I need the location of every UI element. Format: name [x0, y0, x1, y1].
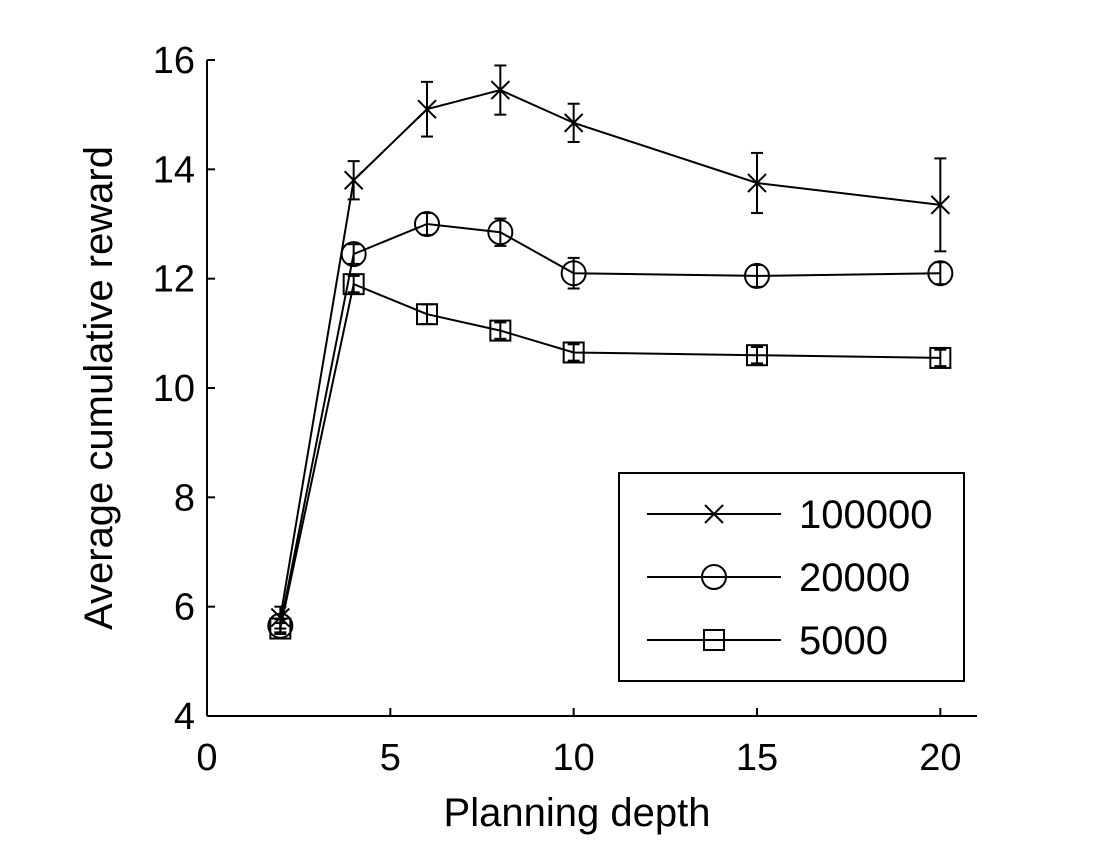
x-tick-label: 20 — [919, 737, 961, 779]
cross-marker-stroke — [563, 113, 584, 133]
error-bar — [274, 622, 287, 635]
square-marker — [929, 346, 952, 369]
y-tick-label: 12 — [153, 259, 195, 301]
square-marker — [746, 344, 768, 367]
y-axis-title: Average cumulative reward — [77, 146, 121, 630]
legend-label: 100000 — [799, 493, 932, 537]
cross-marker-stroke — [490, 80, 511, 100]
circle-marker — [701, 564, 727, 590]
legend-item: 20000 — [647, 556, 910, 600]
square-marker — [342, 273, 365, 296]
series-5000 — [269, 273, 952, 640]
error-bar — [567, 343, 580, 362]
x-axis-title: Planning depth — [444, 791, 711, 835]
cross-marker-stroke — [747, 173, 767, 193]
square-marker — [489, 319, 512, 342]
y-tick-label: 4 — [174, 696, 195, 738]
error-bar — [567, 256, 580, 290]
square-marker — [269, 617, 292, 640]
circle-marker — [560, 260, 587, 287]
square-marker — [416, 303, 438, 326]
x-tick-label: 5 — [380, 737, 401, 779]
y-tick-label: 8 — [174, 477, 195, 519]
legend-item: 100000 — [647, 493, 932, 537]
x-tick-label: 0 — [196, 737, 217, 779]
y-tick-label: 6 — [174, 587, 195, 629]
y-tick-label: 10 — [153, 368, 195, 410]
error-bar — [347, 274, 360, 294]
cross-marker — [930, 195, 951, 215]
axes: 4 6 8 10 12 14 16 0 5 10 15 20 — [153, 40, 977, 779]
cross-marker-stroke — [704, 504, 724, 524]
y-tick-label: 14 — [153, 149, 195, 191]
x-tick-label: 10 — [553, 737, 595, 779]
error-bar — [751, 346, 763, 365]
circle-marker — [340, 241, 367, 268]
error-bar — [347, 243, 360, 265]
error-bar — [494, 217, 507, 247]
legend-label: 20000 — [799, 556, 910, 600]
cross-marker — [417, 99, 437, 119]
cross-marker — [343, 170, 364, 190]
circle-marker — [487, 219, 514, 246]
error-bar — [934, 348, 947, 368]
legend-label: 5000 — [799, 619, 888, 663]
circle-marker — [414, 211, 440, 237]
circle-marker — [744, 262, 770, 289]
cross-marker — [490, 80, 511, 100]
legend: 100000 20000 5000 — [618, 472, 965, 682]
cross-marker — [747, 173, 767, 193]
circle-marker — [927, 260, 954, 287]
cross-marker-stroke — [930, 195, 951, 215]
legend-item: 5000 — [647, 619, 888, 663]
error-bar — [494, 321, 507, 340]
x-tick-label: 15 — [736, 737, 778, 779]
y-tick-label: 16 — [153, 40, 195, 82]
series-layer — [267, 64, 954, 640]
cross-marker — [704, 504, 724, 524]
square-marker — [703, 629, 725, 651]
square-marker — [562, 341, 585, 364]
cross-marker-stroke — [343, 170, 364, 190]
series-20000 — [267, 211, 954, 639]
cross-marker — [563, 113, 584, 133]
cross-marker-stroke — [417, 99, 437, 119]
